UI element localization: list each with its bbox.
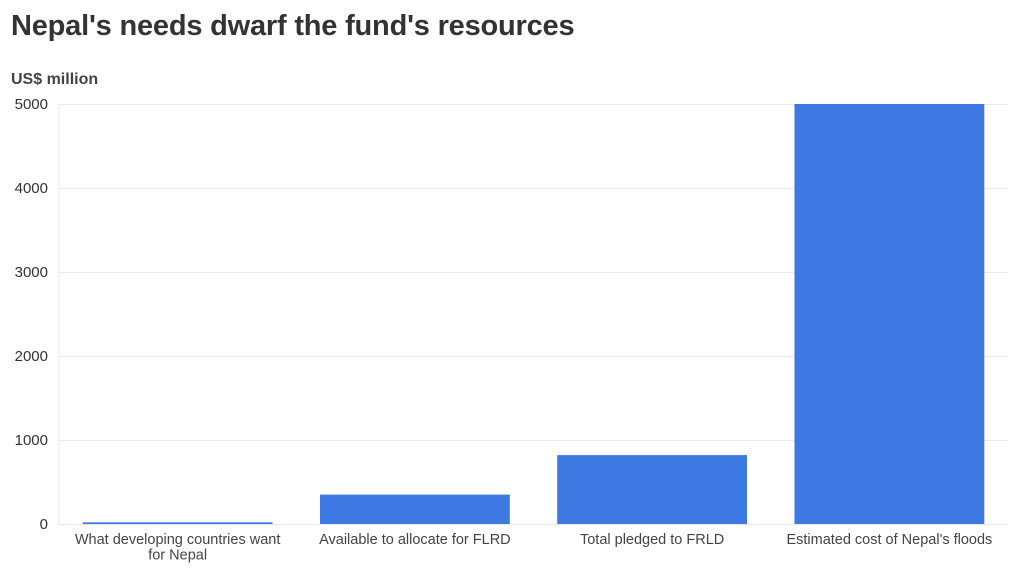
bar xyxy=(82,522,273,524)
y-axis-ticks: 0 1000 2000 3000 4000 5000 xyxy=(15,96,48,533)
x-tick-label: for Nepal xyxy=(148,548,207,564)
x-tick-label: Available to allocate for FLRD xyxy=(319,532,511,548)
x-tick-label: Estimated cost of Nepal's floods xyxy=(786,532,992,548)
y-tick-label: 2000 xyxy=(15,348,48,365)
chart-title: Nepal's needs dwarf the fund's resources xyxy=(11,10,575,42)
x-tick-label: What developing countries want xyxy=(75,532,281,548)
y-tick-label: 5000 xyxy=(15,96,48,113)
bars xyxy=(82,104,985,524)
x-tick-label: Total pledged to FRLD xyxy=(580,532,724,548)
y-axis-unit-label: US$ million xyxy=(11,71,99,88)
bar xyxy=(319,494,510,524)
bar xyxy=(557,455,748,524)
y-tick-label: 0 xyxy=(40,516,48,533)
y-tick-label: 3000 xyxy=(15,264,48,281)
bar xyxy=(794,104,985,524)
y-tick-label: 4000 xyxy=(15,180,48,197)
y-tick-label: 1000 xyxy=(15,432,48,449)
